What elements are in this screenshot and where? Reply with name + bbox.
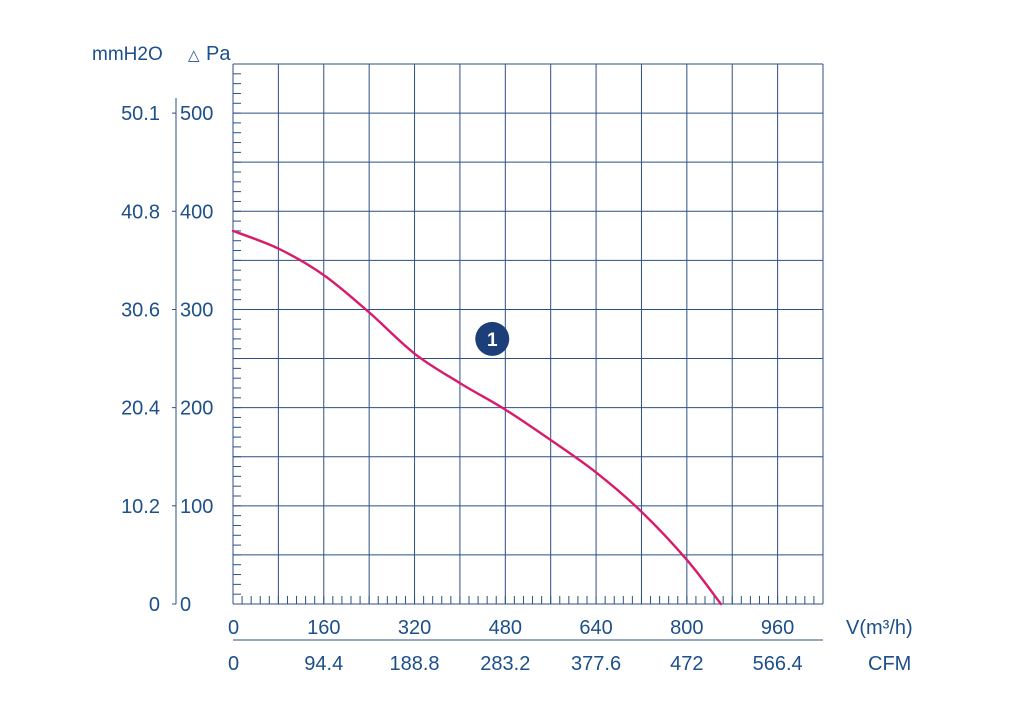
- y2-tick-label: 0: [149, 594, 160, 616]
- pressure-curve-line: [231, 229, 723, 606]
- grid: [232, 63, 824, 605]
- y2-tick-label: 30.6: [121, 299, 160, 321]
- x2-tick-label: 283.2: [480, 653, 530, 675]
- x-tick-label: 800: [670, 617, 703, 639]
- delta-symbol: △: [188, 47, 200, 64]
- curve-marker-label: 1: [487, 330, 498, 351]
- y-tick-label: 0: [180, 594, 191, 616]
- x2-tick-label: 94.4: [304, 653, 343, 675]
- y-tick-label: 200: [180, 398, 213, 420]
- x-tick-label: 960: [761, 617, 794, 639]
- y-primary-unit-label: Pa: [206, 43, 231, 65]
- x2-tick-label: 566.4: [753, 653, 803, 675]
- y-secondary-unit-label: mmH2O: [92, 44, 163, 65]
- x2-tick-label: 0: [228, 653, 239, 675]
- x-tick-label: 640: [579, 617, 612, 639]
- x2-tick-label: 188.8: [390, 653, 440, 675]
- y2-tick-label: 20.4: [121, 398, 160, 420]
- x-tick-label: 320: [398, 617, 431, 639]
- x2-axis-label: CFM: [868, 653, 911, 675]
- y-tick-label: 400: [180, 201, 213, 223]
- series: [231, 229, 723, 606]
- x2-tick-label: 377.6: [571, 653, 621, 675]
- curve-marker-circle: [475, 321, 510, 356]
- x-tick-label: 480: [489, 617, 522, 639]
- y2-tick-label: 50.1: [121, 103, 160, 125]
- annotations: 1: [475, 321, 510, 356]
- y-tick-label: 300: [180, 299, 213, 321]
- y2-tick-label: 40.8: [121, 201, 160, 223]
- y-tick-label: 100: [180, 496, 213, 518]
- axes: [172, 73, 823, 641]
- y-tick-label: 500: [180, 103, 213, 125]
- x-tick-label: 160: [307, 617, 340, 639]
- axis-labels: mmH2O △ Pa V(m³/h) CFM: [92, 43, 913, 675]
- x-axis-label: V(m³/h): [846, 617, 913, 639]
- x2-tick-label: 472: [670, 653, 703, 675]
- x-tick-label: 0: [228, 617, 239, 639]
- y2-tick-label: 10.2: [121, 496, 160, 518]
